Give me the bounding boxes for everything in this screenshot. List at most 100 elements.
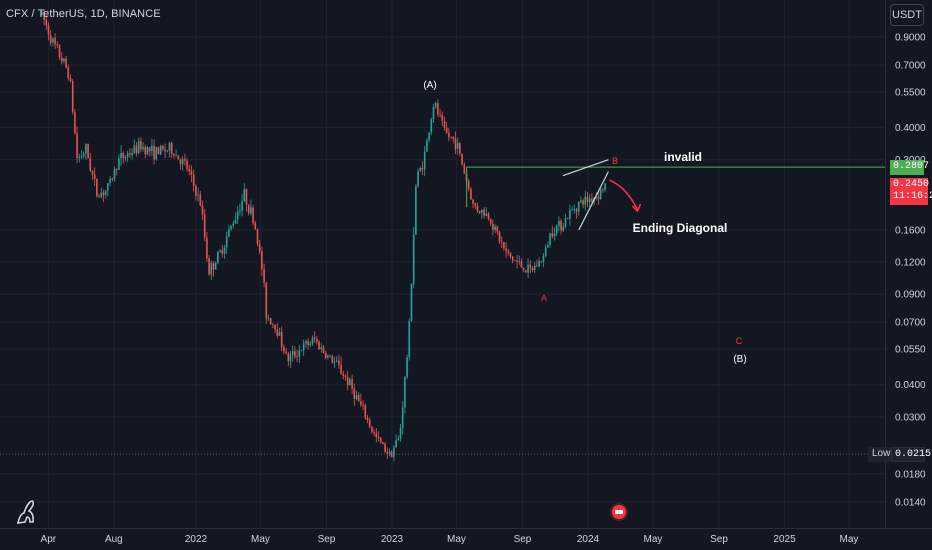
candle-body	[74, 112, 76, 134]
candle-body	[243, 189, 246, 201]
candle-body	[311, 337, 314, 344]
symbol-header[interactable]: CFX / TetherUS, 1D, BINANCE	[6, 8, 161, 20]
candle-body	[362, 404, 364, 406]
candle-body	[188, 168, 191, 172]
candle-body	[195, 185, 197, 196]
candle-body	[140, 141, 142, 150]
candle-body	[489, 219, 492, 224]
candle-body	[234, 219, 237, 224]
candle-body	[560, 220, 562, 231]
candle-body	[232, 223, 235, 226]
candle-body	[175, 155, 177, 157]
candle-body	[595, 196, 598, 198]
candle-body	[100, 192, 103, 197]
candle-body	[514, 260, 516, 262]
currency-unit-button[interactable]: USDT	[890, 4, 924, 26]
candle-body	[113, 168, 116, 179]
candle-body	[102, 192, 105, 196]
candle-body	[551, 233, 554, 237]
candle-body	[109, 178, 111, 184]
candle-body	[516, 260, 518, 262]
y-tick-label: 0.1600	[895, 225, 926, 236]
candle-body	[432, 107, 435, 120]
candle-body	[452, 136, 455, 140]
candle-body	[221, 250, 224, 254]
candle-body	[577, 202, 580, 212]
candle-body	[342, 374, 345, 376]
wave-label-A: A	[541, 293, 547, 303]
candle-body	[602, 189, 604, 191]
y-tick-label: 0.0140	[895, 498, 926, 509]
candle-body	[511, 256, 514, 261]
candle-body	[575, 208, 578, 212]
candle-body	[555, 225, 558, 234]
y-tick-label: 0.0300	[895, 412, 926, 423]
candle-body	[384, 443, 386, 452]
tradingview-logo-icon[interactable]	[14, 496, 42, 526]
x-tick-label: 2024	[577, 534, 600, 545]
candle-body	[437, 103, 439, 115]
candle-body	[353, 388, 356, 399]
candle-body	[166, 150, 169, 152]
candle-body	[371, 426, 373, 432]
candle-body	[390, 451, 393, 458]
candle-body	[164, 149, 166, 152]
candle-body	[298, 350, 301, 357]
candle-body	[245, 189, 248, 205]
candle-body	[318, 341, 320, 350]
candle-body	[536, 265, 538, 267]
candle-body	[520, 261, 523, 268]
candle-body	[417, 171, 419, 187]
candle-body	[219, 250, 221, 252]
candle-body	[85, 144, 87, 154]
y-tick-label: 0.0400	[895, 380, 926, 391]
wave-label-B-target: (B)	[733, 354, 746, 365]
x-tick-label: 2025	[773, 534, 796, 545]
candle-body	[399, 427, 402, 439]
candle-body	[230, 225, 232, 230]
candle-body	[443, 121, 446, 128]
candles[interactable]	[41, 9, 606, 462]
candle-body	[503, 242, 505, 249]
candle-body	[375, 433, 378, 438]
candle-body	[335, 360, 338, 362]
candle-body	[379, 437, 382, 443]
candle-body	[157, 146, 160, 155]
candle-body	[566, 218, 569, 220]
candle-body	[181, 159, 184, 165]
x-axis[interactable]: Apr Aug 2022 May Sep 2023 May Sep 2024 May Sep 2025…	[0, 528, 932, 546]
candle-body	[573, 208, 576, 210]
candle-body	[404, 377, 406, 408]
candle-body	[588, 198, 591, 202]
candle-body	[214, 262, 217, 270]
y-tick-label: 0.4000	[895, 123, 926, 134]
candle-body	[309, 343, 312, 346]
candle-body	[148, 147, 151, 152]
candle-body	[562, 226, 565, 231]
candle-body	[558, 220, 560, 226]
drawings[interactable]: (A) B A C (B) invalid Ending Diagonal	[423, 80, 885, 365]
candle-body	[133, 145, 136, 153]
candle-body	[360, 401, 362, 405]
invalid-level-tag: 0.2807	[890, 160, 929, 175]
candle-body	[93, 174, 96, 179]
candle-body	[173, 154, 175, 156]
candle-body	[397, 438, 400, 441]
candle-body	[419, 167, 422, 172]
candle-body	[571, 209, 573, 211]
candle-body	[377, 437, 380, 438]
candle-body	[544, 247, 547, 256]
y-tick-label: 0.0900	[895, 290, 926, 301]
candle-body	[142, 146, 144, 150]
candle-body	[71, 81, 74, 113]
event-flag-icon[interactable]	[610, 503, 628, 521]
candle-body	[60, 57, 63, 62]
candle-body	[65, 58, 67, 68]
candle-body	[197, 194, 199, 196]
bar-countdown: 11:16:25	[893, 191, 932, 202]
candle-body	[307, 341, 309, 346]
candle-body	[439, 114, 441, 116]
candle-body	[553, 233, 556, 237]
